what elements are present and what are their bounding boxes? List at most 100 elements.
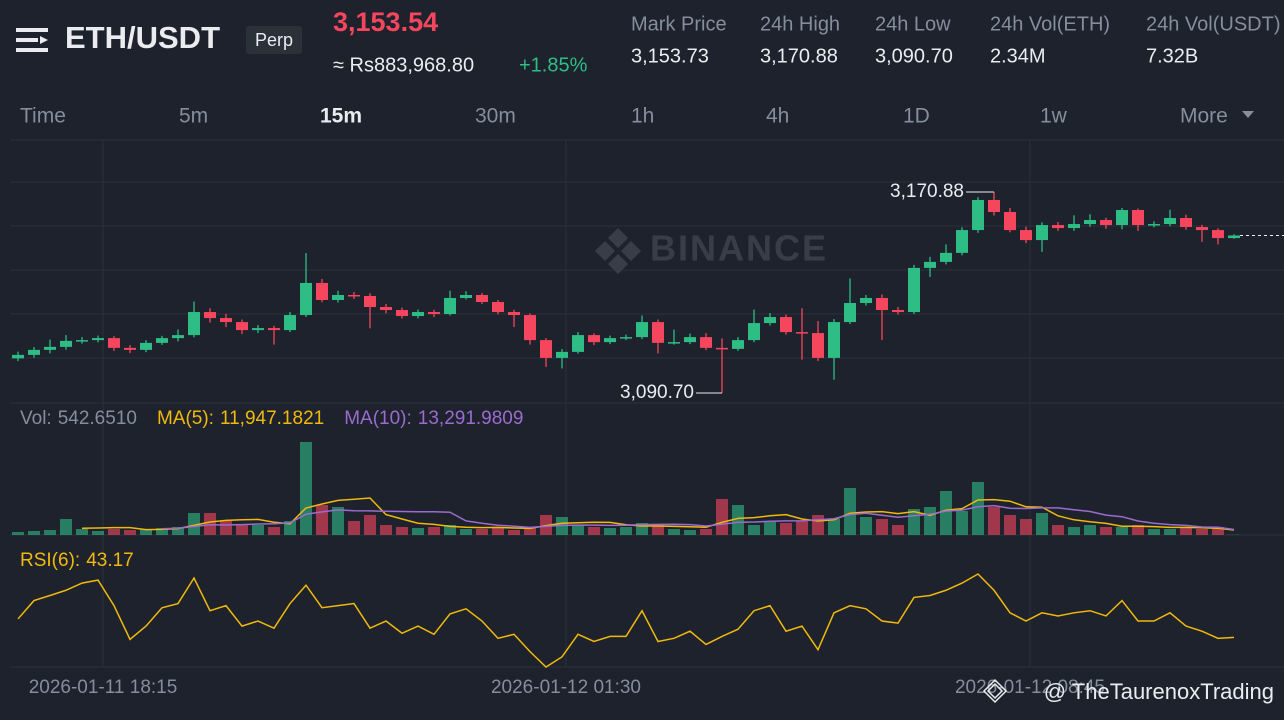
volume-bar bbox=[124, 530, 136, 535]
stat-value: 3,090.70 bbox=[875, 45, 953, 67]
volume-bar bbox=[1116, 527, 1128, 535]
stat-value: 3,170.88 bbox=[760, 45, 838, 67]
volume-bar bbox=[428, 527, 440, 535]
candle-body bbox=[1100, 220, 1112, 226]
candle-body bbox=[1164, 218, 1176, 225]
candle-body bbox=[908, 267, 920, 313]
volume-bar bbox=[476, 529, 488, 535]
candle-body bbox=[124, 347, 136, 350]
menu-bar bbox=[16, 28, 48, 32]
volume-bar bbox=[332, 507, 344, 535]
candle-body bbox=[924, 261, 936, 268]
stat-value: 7.32B bbox=[1146, 45, 1198, 67]
badge: Perp bbox=[255, 30, 293, 50]
candle-body bbox=[668, 342, 680, 344]
candle-body bbox=[220, 318, 232, 323]
rsi-line bbox=[17, 573, 1235, 668]
candle-body bbox=[988, 199, 1000, 213]
timeframe-tab[interactable]: 5m bbox=[179, 105, 208, 128]
candle-body bbox=[972, 199, 984, 231]
volume-bar bbox=[236, 525, 248, 535]
volume-bar bbox=[76, 529, 88, 535]
candle-body bbox=[572, 335, 584, 352]
candle-body bbox=[1196, 227, 1208, 231]
volume-bar bbox=[732, 505, 744, 535]
candle-body bbox=[444, 297, 456, 315]
ma-name: MA(5): bbox=[157, 408, 214, 429]
timeframe-tab[interactable]: 1D bbox=[903, 105, 930, 128]
volume-bar bbox=[828, 519, 840, 535]
volume-bar bbox=[1068, 527, 1080, 535]
volume-bar bbox=[620, 527, 632, 535]
candle-body bbox=[604, 338, 616, 343]
timeframe-tab[interactable]: Time bbox=[20, 105, 66, 128]
candle-body bbox=[844, 303, 856, 323]
volume-bar bbox=[460, 529, 472, 535]
candle-body bbox=[44, 346, 56, 350]
volume-bar bbox=[604, 528, 616, 535]
stat-value: 2.34M bbox=[990, 45, 1046, 67]
candle-body bbox=[764, 317, 776, 324]
menu-bar bbox=[16, 38, 38, 42]
volume-bar bbox=[492, 527, 504, 535]
candle-body bbox=[108, 338, 120, 348]
candle-body bbox=[1116, 209, 1128, 226]
volume-bar bbox=[204, 513, 216, 535]
timeframe-tab[interactable]: 30m bbox=[475, 105, 516, 128]
candle-body bbox=[652, 322, 664, 343]
watermark: BINANCE bbox=[595, 228, 826, 274]
volume-legend: Vol: 542.6510 MA(5): 11,947.1821 MA(10): 13,2… bbox=[20, 408, 523, 429]
timeframe-tab[interactable]: 4h bbox=[766, 105, 789, 128]
volume-bar bbox=[1212, 527, 1224, 535]
candle-body bbox=[892, 310, 904, 313]
volume-bar bbox=[940, 491, 952, 535]
volume-bar bbox=[668, 529, 680, 535]
high-label: 3,170.88 bbox=[890, 181, 964, 202]
candle-body bbox=[1132, 209, 1144, 226]
menu-arrow bbox=[40, 36, 48, 44]
time-label: 2026-01-11 18:15 bbox=[29, 677, 178, 698]
change: +1.85% bbox=[519, 54, 588, 76]
candle-body bbox=[588, 335, 600, 343]
candle-body bbox=[172, 335, 184, 339]
candle-body bbox=[524, 315, 536, 341]
volume-bar bbox=[60, 519, 72, 535]
candle-body bbox=[380, 307, 392, 311]
symbol[interactable]: ETH/USDT bbox=[65, 20, 220, 55]
volume-bar bbox=[812, 515, 824, 535]
candle-body bbox=[332, 294, 344, 300]
volume-bar bbox=[892, 525, 904, 535]
timeframe-tab[interactable]: More bbox=[1180, 105, 1228, 128]
menu-icon[interactable] bbox=[16, 28, 48, 52]
volume-bar bbox=[156, 528, 168, 535]
volume-bar bbox=[652, 525, 664, 535]
volume-bar bbox=[572, 525, 584, 535]
volume-bar bbox=[796, 521, 808, 535]
volume-bar bbox=[28, 531, 40, 535]
candle-body bbox=[796, 332, 808, 334]
timeframe-tab[interactable]: 15m bbox=[320, 105, 362, 128]
candle-body bbox=[60, 340, 72, 347]
low-label: 3,090.70 bbox=[620, 382, 694, 403]
candle-body bbox=[1228, 235, 1240, 239]
volume-bar bbox=[12, 532, 24, 535]
candle-body bbox=[428, 312, 440, 315]
volume-bar bbox=[780, 523, 792, 535]
volume-bar bbox=[684, 530, 696, 535]
timeframe-tab[interactable]: 1h bbox=[631, 105, 654, 128]
stat-label: 24h Vol(USDT) bbox=[1146, 13, 1281, 35]
candle-body bbox=[1148, 224, 1160, 226]
candle-body bbox=[268, 328, 280, 331]
timeframe-tab[interactable]: 1w bbox=[1040, 105, 1068, 128]
candle-body bbox=[1180, 218, 1192, 228]
candle-body bbox=[860, 297, 872, 304]
volume-bar bbox=[988, 507, 1000, 535]
ma-value: 11,947.1821 bbox=[220, 408, 324, 429]
candle-body bbox=[700, 337, 712, 348]
volume-bar bbox=[1196, 529, 1208, 535]
candle-body bbox=[940, 252, 952, 262]
volume-value: 542.6510 bbox=[58, 408, 137, 429]
stat-label: 24h High bbox=[760, 13, 840, 35]
